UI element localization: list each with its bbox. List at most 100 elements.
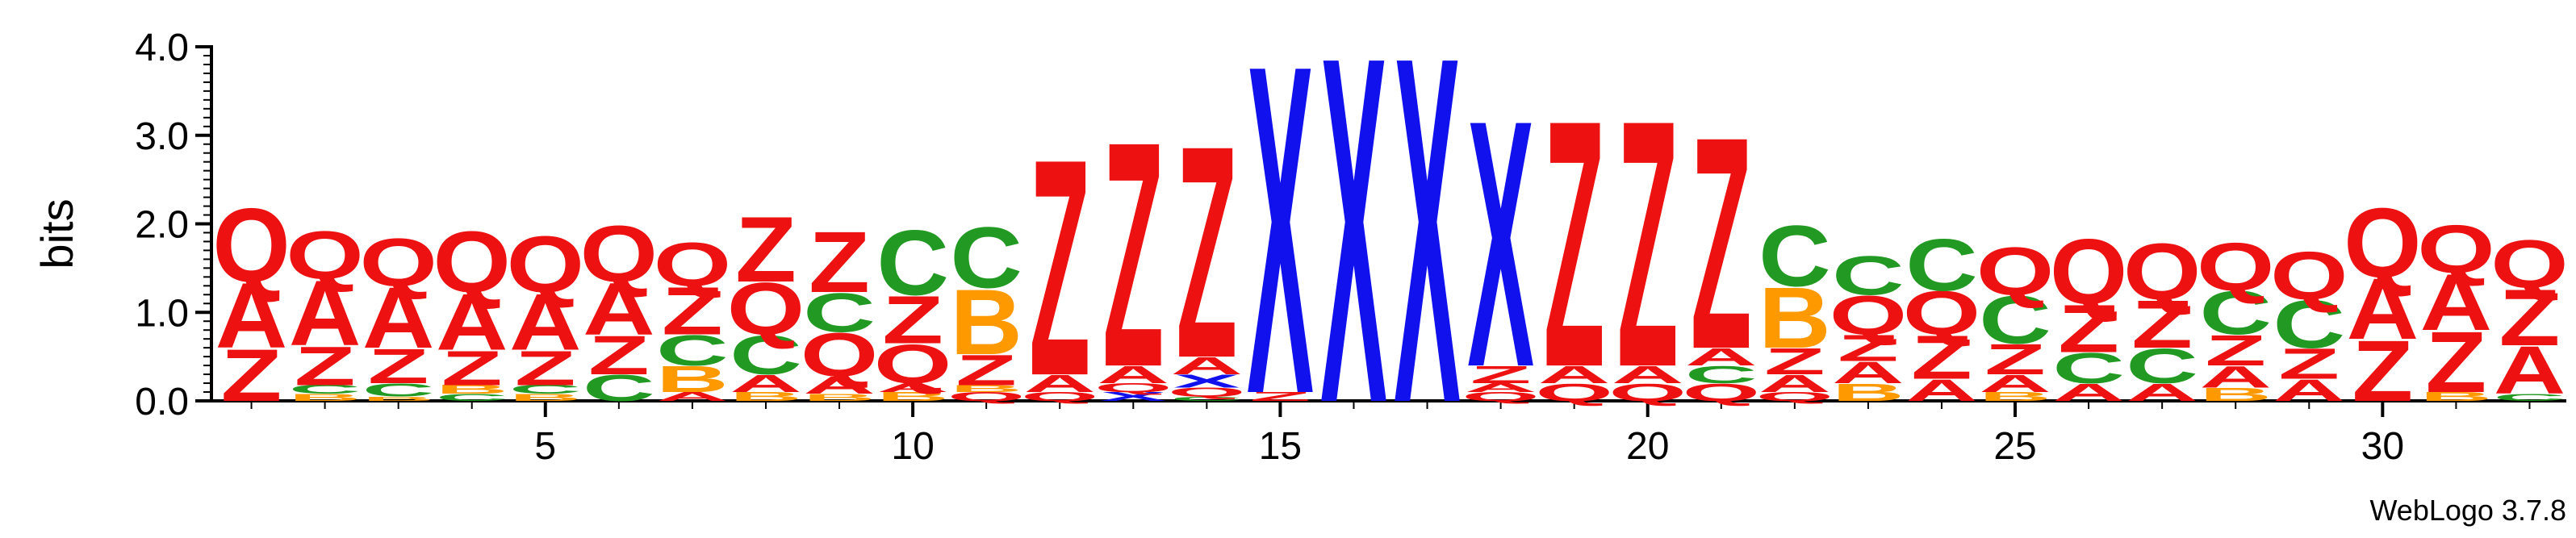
logo-letter-A: A <box>1979 370 2051 398</box>
logo-letter-Q: Q <box>1168 386 1245 399</box>
logo-letter-A: A <box>1685 344 1757 371</box>
logo-letter-A: A <box>2126 378 2198 406</box>
logo-letter-Q: Q <box>2344 188 2421 298</box>
logo-letter-A: A <box>289 262 361 365</box>
logo-letter-Q: Q <box>1903 279 1980 348</box>
logo-letter-C: C <box>803 282 876 344</box>
logo-letter-Q: Q <box>874 333 951 395</box>
logo-letter-A: A <box>1905 373 1978 408</box>
logo-letter-A: A <box>509 277 582 367</box>
logo-letter-A: A <box>1758 370 1830 398</box>
logo-letter-A: A <box>2420 257 2493 348</box>
x-tick-label: 20 <box>1626 425 1669 468</box>
logo-letter-C: C <box>2273 287 2346 363</box>
logo-letter-Z: Z <box>662 273 723 349</box>
logo-letter-Z: Z <box>2131 287 2193 363</box>
logo-letter-X: X <box>1100 390 1167 403</box>
logo-letter-C: C <box>2052 344 2125 393</box>
logo-letter-C: C <box>1979 282 2051 358</box>
logo-letter-X: X <box>1467 48 1534 441</box>
logo-letter-B: B <box>2420 390 2492 403</box>
y-tick-label: 2.0 <box>135 204 189 247</box>
logo-letter-B: B <box>876 390 948 403</box>
logo-letter-Q: Q <box>2197 229 2274 305</box>
logo-letter-Z: Z <box>2426 314 2487 411</box>
weblogo-version-label: WebLogo 3.7.8 <box>2369 494 2566 527</box>
x-tick-label: 10 <box>891 425 934 468</box>
logo-letter-B: B <box>509 392 582 403</box>
logo-letter-Z: Z <box>1984 336 2046 384</box>
logo-letter-A: A <box>362 269 435 366</box>
logo-letter-B: B <box>289 392 362 403</box>
logo-letter-A: A <box>1612 361 1683 389</box>
logo-letter-C: C <box>1832 244 1905 307</box>
x-tick-label: 30 <box>2361 425 2404 468</box>
logo-letter-Q: Q <box>1021 390 1098 403</box>
logo-letter-A: A <box>876 381 948 394</box>
logo-letter-C: C <box>876 211 948 315</box>
logo-letter-Q: Q <box>2050 220 2127 323</box>
logo-letter-Z: Z <box>1617 48 1679 441</box>
logo-letter-C: C <box>583 367 655 409</box>
logo-letter-A: A <box>583 268 655 351</box>
logo-letter-Z: Z <box>1029 95 1090 440</box>
logo-letter-C: C <box>1685 361 1757 389</box>
logo-letter-B: B <box>803 392 876 403</box>
logo-letter-Q: Q <box>947 390 1025 403</box>
logo-letter-Z: Z <box>735 198 797 302</box>
logo-letter-C: C <box>730 324 802 386</box>
logo-letter-Q: Q <box>1976 234 2054 310</box>
logo-letter-B: B <box>656 358 729 400</box>
logo-letter-B: B <box>1758 269 1831 366</box>
logo-letter-Q: Q <box>1462 390 1539 403</box>
logo-letter-Q: Q <box>2490 227 2568 302</box>
logo-letter-Q: Q <box>654 230 731 299</box>
y-tick-label: 0.0 <box>135 381 189 423</box>
logo-letter-Z: Z <box>441 340 503 395</box>
logo-letter-C: C <box>2199 279 2271 348</box>
logo-letter-B: B <box>1832 378 1904 406</box>
logo-letter-Z: Z <box>1911 323 1972 392</box>
logo-letter-C: C <box>656 327 729 375</box>
logo-letter-C: C <box>1758 207 1831 304</box>
logo-letter-A: A <box>436 277 508 367</box>
logo-letter-Z: Z <box>1838 327 1899 369</box>
logo-letter-B: B <box>436 382 508 396</box>
logo-letter-A: A <box>1023 370 1095 398</box>
logo-letter-A: A <box>1098 361 1169 389</box>
logo-letter-Z: Z <box>1691 75 1752 413</box>
logo-letter-Q: Q <box>1756 390 1834 403</box>
y-tick-label: 1.0 <box>135 292 189 335</box>
y-axis-title: bits <box>31 198 82 269</box>
logo-letter-Q: Q <box>286 218 363 294</box>
logo-letter-Z: Z <box>2205 327 2266 375</box>
logo-letter-A: A <box>1538 361 1610 389</box>
logo-letter-Z: Z <box>1176 84 1237 422</box>
logo-letter-Q: Q <box>1683 378 1760 406</box>
logo-letter-A: A <box>215 265 287 368</box>
logo-glyphs: ZAQBCZAQBCZAQCBZAQBCZAQCZAQABCZQBACQZBAQ… <box>212 0 2568 506</box>
logo-letter-A: A <box>1171 352 1243 380</box>
logo-letter-Z: Z <box>221 334 282 417</box>
x-tick-label: 25 <box>1993 425 2036 468</box>
logo-letter-Z: Z <box>2499 272 2561 362</box>
logo-letter-Z: Z <box>1250 390 1311 403</box>
logo-letter-C: C <box>1171 395 1243 402</box>
y-tick-label: 4.0 <box>135 27 189 69</box>
logo-letter-A: A <box>2494 333 2566 409</box>
logo-letter-A: A <box>1465 381 1537 394</box>
logo-letter-A: A <box>2347 261 2419 357</box>
logo-letter-Q: Q <box>2123 226 2201 316</box>
logo-letter-Z: Z <box>588 324 650 386</box>
logo-letter-A: A <box>2199 360 2272 394</box>
logo-letter-Z: Z <box>1764 340 1825 382</box>
logo-letter-C: C <box>509 382 581 396</box>
logo-letter-Q: Q <box>727 268 805 351</box>
logo-letter-Q: Q <box>580 208 658 298</box>
logo-letter-B: B <box>1979 390 2051 403</box>
x-axis: 5 10 15 20 25 30 <box>211 399 2566 468</box>
logo-letter-Q: Q <box>212 186 290 303</box>
logo-letter-Z: Z <box>882 282 943 358</box>
logo-letter-Q: Q <box>2417 211 2494 287</box>
logo-letter-X: X <box>1394 0 1461 506</box>
